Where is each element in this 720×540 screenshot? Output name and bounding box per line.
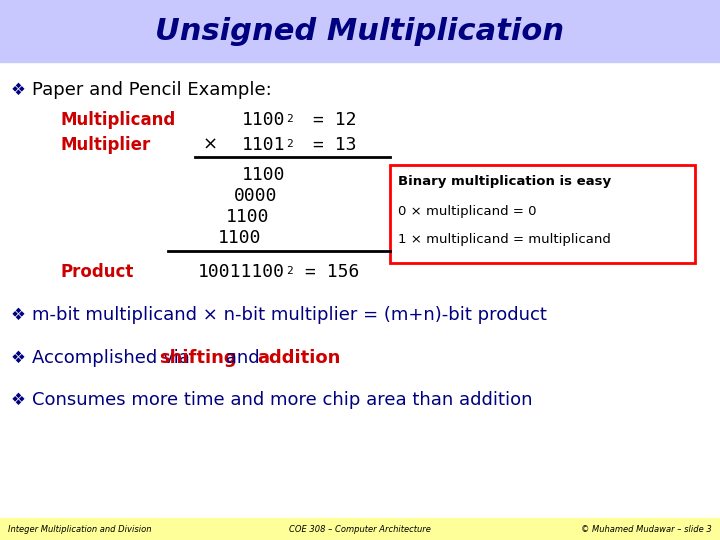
- Text: shifting: shifting: [160, 349, 237, 367]
- Text: 0 × multiplicand = 0: 0 × multiplicand = 0: [398, 205, 536, 218]
- Text: 1100: 1100: [225, 208, 269, 226]
- Text: ❖: ❖: [11, 349, 25, 367]
- Text: 1100: 1100: [241, 111, 285, 129]
- Text: ×: ×: [202, 136, 217, 154]
- Text: Accomplished via: Accomplished via: [32, 349, 196, 367]
- Text: 10011100: 10011100: [198, 263, 285, 281]
- Text: and: and: [220, 349, 265, 367]
- Text: 2: 2: [286, 139, 293, 149]
- Text: ❖: ❖: [11, 391, 25, 409]
- Text: addition: addition: [257, 349, 341, 367]
- Text: Unsigned Multiplication: Unsigned Multiplication: [156, 17, 564, 45]
- Text: Multiplicand: Multiplicand: [60, 111, 175, 129]
- Text: ❖: ❖: [11, 81, 25, 99]
- Bar: [0, 518, 720, 540]
- Text: 0000: 0000: [233, 187, 277, 205]
- Text: © Muhamed Mudawar – slide 3: © Muhamed Mudawar – slide 3: [581, 524, 712, 534]
- Text: = 12: = 12: [313, 111, 356, 129]
- Text: Consumes more time and more chip area than addition: Consumes more time and more chip area th…: [32, 391, 533, 409]
- Bar: [390, 165, 695, 263]
- Text: 1101: 1101: [241, 136, 285, 154]
- Text: COE 308 – Computer Architecture: COE 308 – Computer Architecture: [289, 524, 431, 534]
- Text: Integer Multiplication and Division: Integer Multiplication and Division: [8, 524, 151, 534]
- Text: 1100: 1100: [217, 229, 261, 247]
- Text: 1100: 1100: [241, 166, 285, 184]
- Text: = 156: = 156: [305, 263, 359, 281]
- Text: Multiplier: Multiplier: [60, 136, 150, 154]
- Text: ❖: ❖: [11, 306, 25, 324]
- Text: Binary multiplication is easy: Binary multiplication is easy: [398, 174, 611, 187]
- Text: Paper and Pencil Example:: Paper and Pencil Example:: [32, 81, 271, 99]
- Text: = 13: = 13: [313, 136, 356, 154]
- Text: Product: Product: [60, 263, 133, 281]
- Text: 2: 2: [286, 266, 293, 276]
- Text: 1 × multiplicand = multiplicand: 1 × multiplicand = multiplicand: [398, 233, 611, 246]
- Text: m-bit multiplicand × n-bit multiplier = (m+n)-bit product: m-bit multiplicand × n-bit multiplier = …: [32, 306, 547, 324]
- Bar: [0, 0, 720, 62]
- Text: 2: 2: [286, 114, 293, 124]
